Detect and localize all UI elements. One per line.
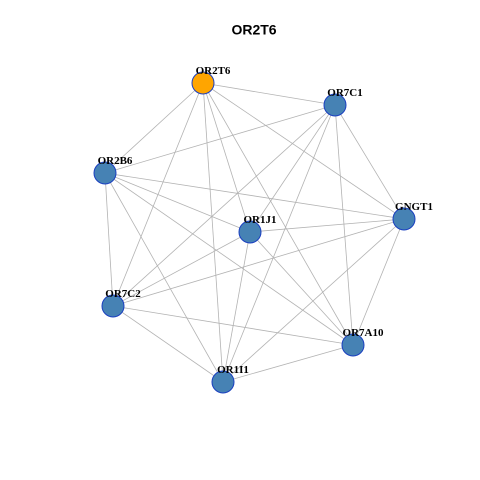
node — [93, 161, 117, 185]
edge — [249, 218, 405, 233]
edge — [112, 305, 354, 346]
edge — [222, 104, 336, 383]
node — [341, 333, 365, 357]
edge — [202, 82, 336, 106]
node-label: OR2T6 — [196, 65, 231, 77]
node-label: OR1J1 — [244, 214, 277, 226]
edge — [104, 172, 354, 346]
node-label: OR7A10 — [343, 327, 384, 339]
edge — [202, 82, 251, 233]
edge — [222, 344, 354, 383]
node-label: GNGT1 — [395, 201, 433, 213]
edge — [104, 172, 224, 383]
node-label: OR7C2 — [105, 288, 141, 300]
edge — [222, 218, 405, 383]
edge — [104, 172, 114, 307]
node — [101, 294, 125, 318]
edge — [112, 218, 405, 307]
nodes: OR2T6 OR7C1 OR2B6 GNGT1 OR1J1 OR7C2 OR7A10 OR1I… — [93, 65, 433, 394]
edge — [112, 104, 336, 307]
edge — [104, 104, 336, 174]
node — [323, 93, 347, 117]
edge — [249, 231, 354, 346]
edge — [334, 104, 354, 346]
node-label: OR1I1 — [217, 364, 249, 376]
edge — [112, 305, 224, 383]
node — [191, 71, 215, 95]
edge — [222, 231, 251, 383]
edge — [249, 104, 336, 233]
node — [211, 370, 235, 394]
node — [238, 220, 262, 244]
edge — [104, 82, 204, 174]
edge — [352, 218, 405, 346]
edge — [104, 172, 405, 220]
edges — [104, 82, 405, 383]
edge — [334, 104, 405, 220]
edge — [112, 231, 251, 307]
node-label: OR2B6 — [98, 155, 133, 167]
edge — [202, 82, 224, 383]
node-label: OR7C1 — [327, 87, 362, 99]
title: OR2T6 — [231, 22, 276, 38]
edge — [202, 82, 405, 220]
node — [392, 207, 416, 231]
edge — [104, 172, 251, 233]
edge — [202, 82, 354, 346]
